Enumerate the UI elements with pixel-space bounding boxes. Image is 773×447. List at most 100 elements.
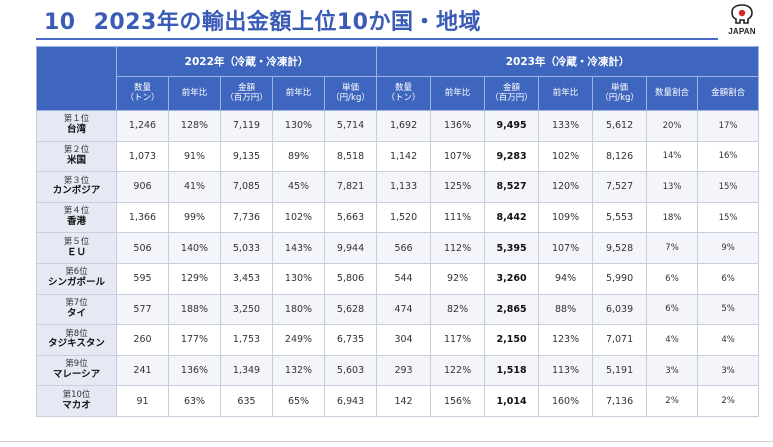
beef-logo-icon [731,4,753,24]
value-2022-cell: 1,349 [220,354,273,387]
rank-cell: 第6位 シンガポール [36,262,117,295]
quantity-yoy-2022-cell: 128% [168,110,221,142]
quantity-yoy-2023-cell: 117% [430,324,486,356]
quantity-yoy-2022-cell: 129% [168,262,221,295]
unit-price-2022-cell: 9,944 [323,232,378,264]
rank-cell: 第４位 香港 [36,201,117,234]
quantity-yoy-2022-cell: 177% [168,324,221,356]
rank-label: 第５位 [63,236,90,247]
country-name: マレーシア [52,368,101,380]
quantity-2023-cell: 1,520 [376,201,432,234]
rank-label: 第8位 [65,328,88,339]
quantity-yoy-2023-cell: 112% [430,232,486,264]
country-name: マカオ [62,399,91,411]
unit-price-2022-cell: 5,806 [323,262,378,295]
value-2023-cell: 9,283 [484,140,540,173]
quantity-2023-cell: 304 [376,324,432,356]
quantity-yoy-2023-cell: 92% [430,262,486,295]
value-yoy-2022-cell: 143% [272,232,325,264]
value-2022-cell: 7,085 [220,171,273,203]
value-yoy-2023-cell: 94% [538,262,594,295]
quantity-yoy-2023-cell: 111% [430,201,486,234]
value-yoy-2022-cell: 102% [272,201,325,234]
quantity-yoy-2023-cell: 136% [430,110,486,142]
table-row: 第8位 タジキスタン 260 177% 1,753 249% 6,735 304 117% 2,1… [36,324,760,356]
title-bar: 10 2023年の輸出金額上位10か国・地域 [0,0,773,44]
quantity-2023-cell: 1,692 [376,110,432,142]
unit-price-2023-cell: 5,612 [592,110,648,142]
unit-price-2023-cell: 7,136 [592,385,648,417]
quantity-yoy-2022-cell: 140% [168,232,221,264]
unit-price-2023-cell: 5,191 [592,354,648,387]
group-header-2023: 2023年（冷蔵・冷凍計） [376,46,760,77]
value-2022-cell: 7,736 [220,201,273,234]
value-yoy-2022-cell: 89% [272,140,325,173]
bottom-divider [0,441,773,442]
quantity-yoy-2023-cell: 156% [430,385,486,417]
value-2022-cell: 3,453 [220,262,273,295]
unit-price-2022-cell: 8,518 [323,140,378,173]
value-yoy-2022-cell: 180% [272,293,325,326]
column-header-value-yoy-2022: 前年比 [272,76,325,111]
value-yoy-2023-cell: 102% [538,140,594,173]
rank-cell: 第10位 マカオ [36,385,117,417]
unit-price-2022-cell: 7,821 [323,171,378,203]
quantity-share-cell: 20% [646,110,699,142]
unit-price-2022-cell: 5,603 [323,354,378,387]
quantity-yoy-2023-cell: 107% [430,140,486,173]
unit-price-2022-cell: 5,628 [323,293,378,326]
value-yoy-2022-cell: 249% [272,324,325,356]
value-2023-cell: 5,395 [484,232,540,264]
unit-price-2022-cell: 6,943 [323,385,378,417]
value-2022-cell: 9,135 [220,140,273,173]
value-share-cell: 4% [697,324,760,356]
quantity-yoy-2022-cell: 188% [168,293,221,326]
quantity-share-cell: 2% [646,385,699,417]
quantity-2022-cell: 1,073 [116,140,169,173]
quantity-2023-cell: 1,133 [376,171,432,203]
value-yoy-2023-cell: 123% [538,324,594,356]
value-2022-cell: 7,119 [220,110,273,142]
title-underline [36,38,718,40]
value-yoy-2023-cell: 107% [538,232,594,264]
quantity-share-cell: 7% [646,232,699,264]
quantity-2023-cell: 142 [376,385,432,417]
table-row: 第１位 台湾 1,246 128% 7,119 130% 5,714 1,692 136% 9,4… [36,110,760,142]
quantity-2023-cell: 293 [376,354,432,387]
column-header-qty-2023: 数量 （トン） [376,76,432,111]
page-title: 10 2023年の輸出金額上位10か国・地域 [44,4,481,36]
export-ranking-table: 2022年（冷蔵・冷凍計） 2023年（冷蔵・冷凍計） 数量 （トン） 前年比 金額（… [36,46,760,417]
unit-price-2022-cell: 5,714 [323,110,378,142]
rank-label: 第１位 [63,114,90,125]
rank-label: 第6位 [65,267,88,278]
country-name: 香港 [66,216,86,227]
rank-cell: 第7位 タイ [36,293,117,326]
unit-price-2023-cell: 7,071 [592,324,648,356]
table-row: 第５位 ＥＵ 506 140% 5,033 143% 9,944 566 112% 5,395 10… [36,232,760,264]
value-2023-cell: 2,865 [484,293,540,326]
unit-price-2023-cell: 8,126 [592,140,648,173]
column-header-qty-share-2023: 数量割合 [646,76,699,111]
rank-label: 第３位 [63,175,90,186]
value-2022-cell: 1,753 [220,324,273,356]
value-share-cell: 16% [697,140,760,173]
table-column-header-row: 数量 （トン） 前年比 金額 （百万円） 前年比 単価 （円/kg） 数量 （トン） 前年比 金額 （百… [37,76,760,111]
country-name: 米国 [66,154,86,166]
column-header-qty-2022: 数量 （トン） [116,76,169,111]
logo-text: JAPAN [728,27,756,36]
value-2023-cell: 3,260 [484,262,540,295]
quantity-2022-cell: 506 [116,232,169,264]
unit-price-2023-cell: 5,553 [592,201,648,234]
value-yoy-2023-cell: 113% [538,354,594,387]
unit-price-2023-cell: 7,527 [592,171,648,203]
quantity-yoy-2022-cell: 136% [168,354,221,387]
country-name: カンボジア [52,185,101,197]
value-yoy-2022-cell: 65% [272,385,325,417]
quantity-share-cell: 6% [646,262,699,295]
quantity-share-cell: 14% [646,140,699,173]
value-2022-cell: 5,033 [220,232,273,264]
value-yoy-2022-cell: 132% [272,354,325,387]
value-yoy-2023-cell: 160% [538,385,594,417]
rank-cell: 第１位 台湾 [36,110,117,142]
quantity-2023-cell: 474 [376,293,432,326]
